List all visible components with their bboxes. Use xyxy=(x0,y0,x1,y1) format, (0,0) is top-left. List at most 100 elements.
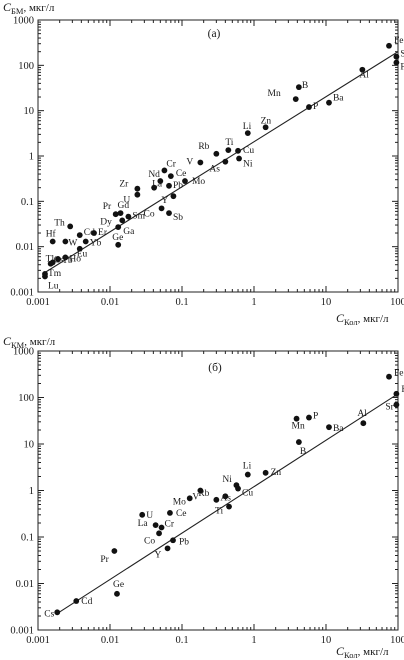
data-label-ba: Ba xyxy=(333,94,344,104)
data-label-al: Al xyxy=(357,409,367,419)
y-axis-title-unit: , мкг/л xyxy=(23,2,54,14)
data-point-li xyxy=(244,471,251,478)
plot-frame xyxy=(37,350,399,631)
data-point-cr xyxy=(161,167,168,174)
x-axis-title-symbol: C xyxy=(336,311,345,325)
x-tick-label: 0.01 xyxy=(101,297,119,308)
chart-panel-b: 0.001 0.01 0.1 1 10 100 0.001 0.01 0.1 1 10 100 1000… xyxy=(3,334,404,660)
data-label-u: U xyxy=(146,511,153,521)
y-tick-label: 0.001 xyxy=(10,626,34,637)
data-point-rb xyxy=(213,150,220,157)
data-label-zr: Zr xyxy=(119,180,129,190)
y-axis-title-symbol: C xyxy=(3,334,12,348)
data-point-sr xyxy=(393,53,400,60)
data-label-tl: Tl xyxy=(46,255,55,265)
data-point-ni xyxy=(236,155,242,162)
data-label-nd: Nd xyxy=(148,170,160,180)
data-label-ge: Ge xyxy=(112,233,123,243)
data-label-mo: Mo xyxy=(173,497,186,507)
data-point-pb xyxy=(166,182,172,189)
data-point-fe xyxy=(386,42,392,49)
data-label-sr: Sr xyxy=(385,403,394,413)
data-point-ge xyxy=(114,590,120,597)
data-point-ce xyxy=(167,173,174,180)
data-label-la: La xyxy=(138,519,149,529)
y-tick-label: 0.1 xyxy=(21,533,34,544)
x-tick-label: 0.1 xyxy=(175,297,188,308)
data-point-f xyxy=(393,390,400,397)
data-label-f: F xyxy=(400,63,404,73)
data-point-zn xyxy=(262,124,269,131)
data-label-y: Y xyxy=(155,550,162,560)
data-label-f: F xyxy=(401,385,404,395)
data-point-zn xyxy=(262,469,269,476)
data-label-ba: Ba xyxy=(333,424,344,434)
y-tick-label: 100 xyxy=(18,393,34,404)
data-label-cd: Cd xyxy=(81,597,92,607)
data-label-zn: Zn xyxy=(261,116,272,126)
data-label-pb: Pb xyxy=(173,181,183,191)
data-label-ti: Ti xyxy=(225,138,233,148)
data-point-sb xyxy=(166,210,172,217)
data-label-th: Th xyxy=(54,218,65,228)
data-point-er xyxy=(91,230,97,236)
x-tick-label: 0.01 xyxy=(101,635,119,646)
x-tick-label: 100 xyxy=(390,297,404,308)
data-label-li: Li xyxy=(243,462,252,472)
data-label-mo: Mo xyxy=(192,177,205,187)
data-label-u: U xyxy=(123,196,130,206)
data-point-zr xyxy=(134,185,141,192)
data-point-b xyxy=(295,439,302,445)
data-point-ti xyxy=(226,503,232,510)
y-tick-label: 0.001 xyxy=(10,288,34,299)
data-point-mo xyxy=(186,495,193,502)
data-label-la: La xyxy=(152,180,163,190)
data-point-lu xyxy=(42,273,48,280)
y-axis-title-subscript: КМ xyxy=(11,340,25,350)
data-label-cu: Cu xyxy=(242,489,253,499)
data-label-ce: Ce xyxy=(176,169,187,179)
data-label-pb: Pb xyxy=(179,537,189,547)
data-point-cr xyxy=(158,524,165,531)
data-point-ho xyxy=(62,254,69,261)
data-label-v: V xyxy=(192,493,199,503)
y-tick-label: 0.1 xyxy=(21,197,34,208)
data-label-ni: Ni xyxy=(243,160,253,170)
x-axis-title: CКол, мкг/л xyxy=(336,644,389,660)
y-tick-label: 10 xyxy=(24,106,35,117)
data-point-ge xyxy=(115,241,122,248)
data-label-ti: Ti xyxy=(215,507,223,517)
data-label-dy: Dy xyxy=(100,217,112,227)
data-point-gd xyxy=(117,210,124,217)
fit-line xyxy=(45,51,399,273)
data-label-li: Li xyxy=(243,122,252,132)
data-label-as: As xyxy=(209,165,220,175)
y-axis-title-subscript: БМ xyxy=(11,6,24,16)
x-tick-label: 100 xyxy=(390,635,404,646)
chart-panel-a: 0.001 0.01 0.1 1 10 100 0.001 0.01 0.1 1 10 100 1000… xyxy=(3,0,404,327)
data-label-p: P xyxy=(313,102,318,112)
x-axis-title-subscript: Кол xyxy=(344,650,358,660)
data-point-eu xyxy=(76,245,83,252)
data-label-yb: Yb xyxy=(90,239,102,249)
x-tick-label: 10 xyxy=(321,297,332,308)
x-axis-title-unit: , мкг/л xyxy=(358,313,389,325)
data-label-ge: Ge xyxy=(113,580,124,590)
data-point-as xyxy=(222,158,229,165)
data-point-u xyxy=(134,191,141,198)
y-tick-label: 0.01 xyxy=(16,579,34,590)
data-point-v xyxy=(197,487,204,494)
data-point-th xyxy=(67,223,74,230)
x-axis-title-symbol: C xyxy=(336,644,345,658)
data-label-b: B xyxy=(300,447,306,457)
data-label-zn: Zn xyxy=(271,468,282,478)
data-point-v xyxy=(197,159,204,166)
data-point-hf xyxy=(49,238,56,245)
data-point-co xyxy=(156,530,162,537)
data-label-rb: Rb xyxy=(198,489,209,499)
data-label-w: W xyxy=(68,239,77,249)
y-tick-label: 1 xyxy=(29,486,34,497)
y-axis-title: CКМ, мкг/л xyxy=(3,334,56,350)
data-label-fe: Fe xyxy=(394,36,404,46)
